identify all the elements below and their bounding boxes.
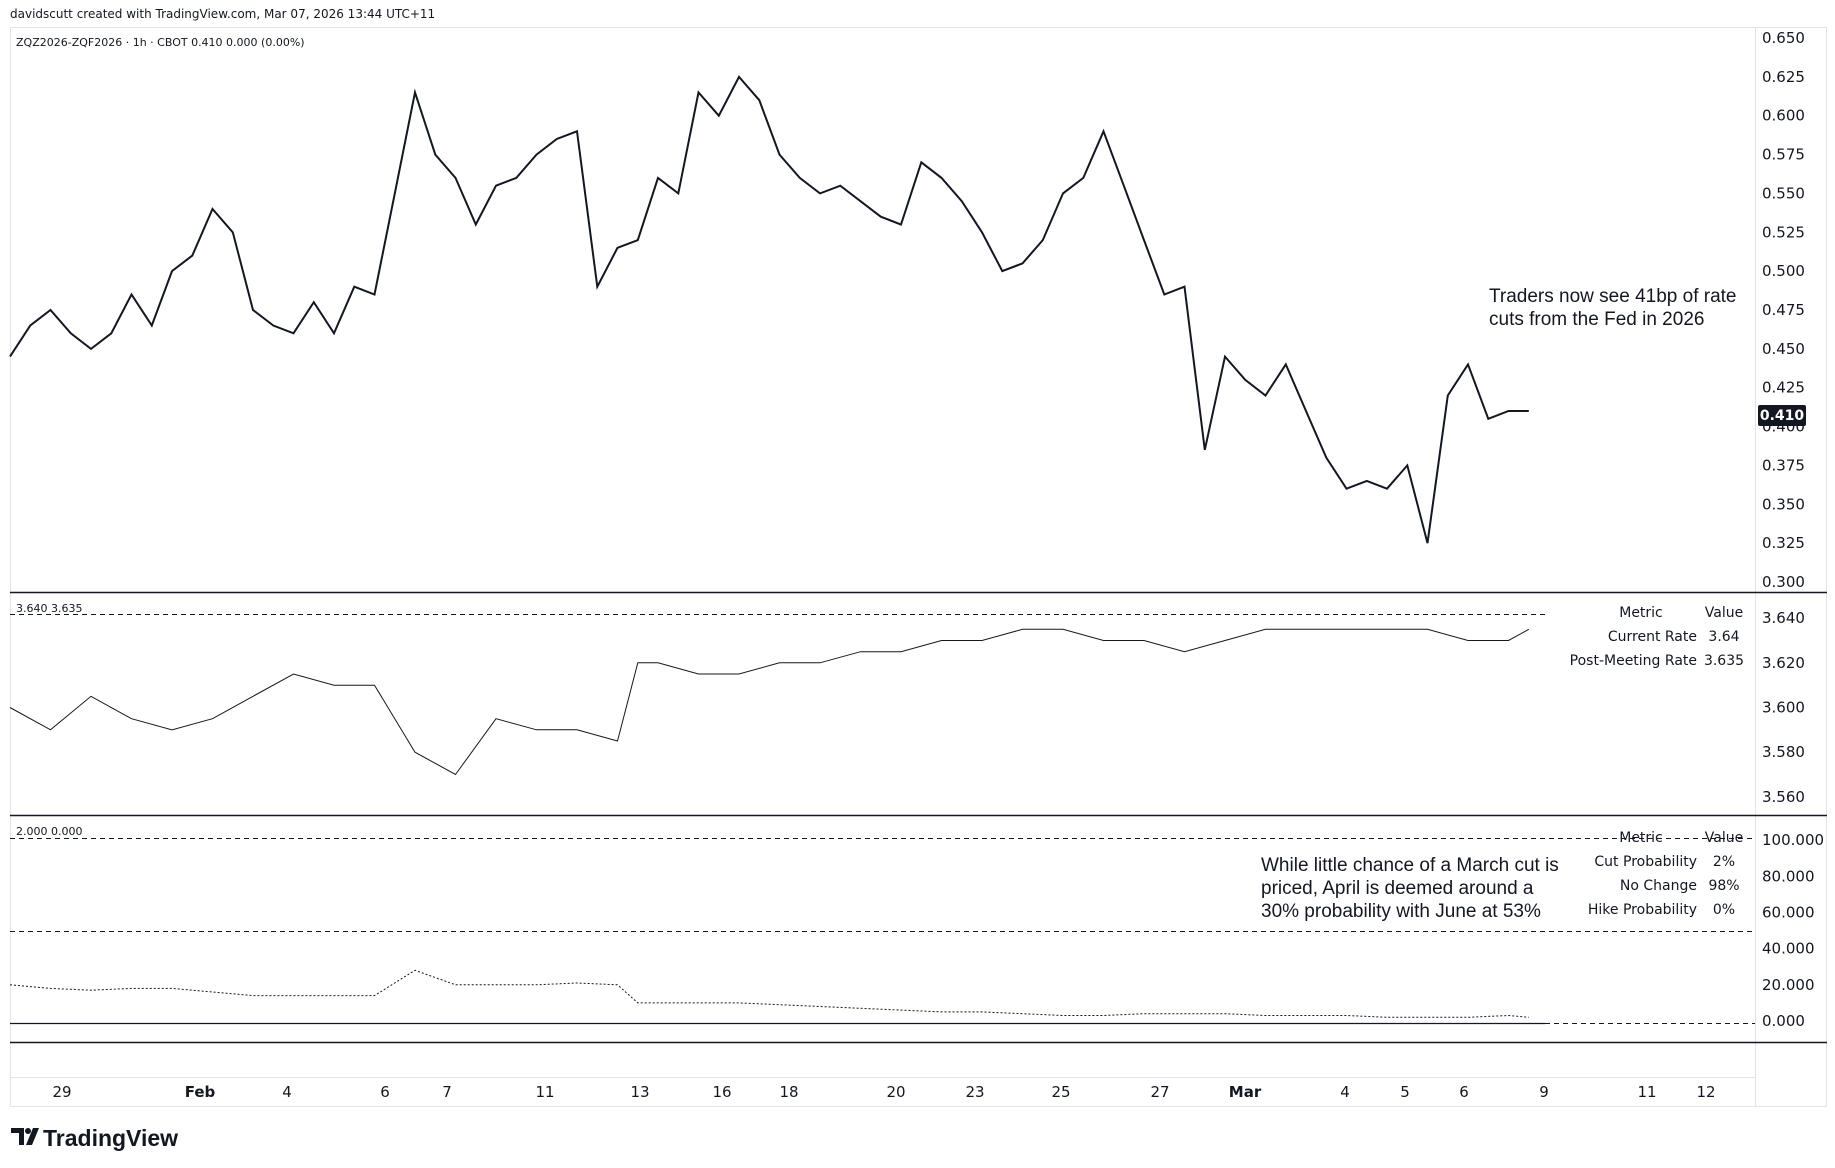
legend2-row2-label: Post-Meeting Rate xyxy=(1570,653,1697,669)
time-tick-label: 7 xyxy=(442,1083,452,1101)
time-tick-label: 12 xyxy=(1696,1083,1715,1101)
time-tick-label: 13 xyxy=(630,1083,649,1101)
legend3-row1-value: 2% xyxy=(1713,854,1735,870)
main-pane[interactable]: 0.650 0.625 0.600 0.575 0.550 0.525 0.500 0.475… xyxy=(9,29,1806,591)
time-tick-label: 11 xyxy=(1637,1083,1656,1101)
time-tick-label: 23 xyxy=(965,1083,984,1101)
time-tick-label: Feb xyxy=(185,1083,216,1101)
annotation-bottom-line1: While little chance of a March cut is xyxy=(1261,855,1559,876)
rate-pane[interactable]: 3.640 3.635 3.640 3.620 3.600 3.580 3.560 Me… xyxy=(9,602,1805,806)
price-tick-label: 0.500 xyxy=(1762,262,1805,280)
price-tick-label: 0.325 xyxy=(1762,534,1805,552)
time-tick-label: 29 xyxy=(52,1083,71,1101)
price-tick-label: 0.375 xyxy=(1762,456,1805,474)
price-tick-label: 0.625 xyxy=(1762,68,1805,86)
pane2-header: 3.640 3.635 xyxy=(16,602,82,615)
rate-legend-table: Metric Value Current Rate 3.64 Post-Meet… xyxy=(1570,605,1744,669)
probability-pane[interactable]: 2.000 0.000 100.000 80.000 60.000 40.000 20.… xyxy=(9,825,1824,1030)
price-tick-label: 0.475 xyxy=(1762,301,1805,319)
time-tick-label: 9 xyxy=(1539,1083,1549,1101)
legend2-row1-value: 3.64 xyxy=(1708,629,1739,645)
credit-line: davidscutt created with TradingView.com,… xyxy=(10,7,435,21)
rate-tick-label: 3.620 xyxy=(1762,654,1805,672)
rate-tick-label: 3.600 xyxy=(1762,699,1805,717)
probability-tick-label: 40.000 xyxy=(1762,940,1815,958)
last-price-tag xyxy=(1758,405,1806,426)
time-tick-label: 11 xyxy=(535,1083,554,1101)
legend3-value-header: Value xyxy=(1705,830,1743,846)
pane3-header: 2.000 0.000 xyxy=(16,825,82,838)
legend3-row2-value: 98% xyxy=(1708,878,1739,894)
annotation-top-line1: Traders now see 41bp of rate xyxy=(1489,286,1737,307)
tradingview-logo-icon xyxy=(11,1128,39,1145)
time-tick-label: 18 xyxy=(779,1083,798,1101)
symbol-legend[interactable]: ZQZ2026-ZQF2026 · 1h · CBOT 0.410 0.000 … xyxy=(16,36,305,49)
time-tick-label: 16 xyxy=(712,1083,731,1101)
time-tick-label: 5 xyxy=(1400,1083,1410,1101)
probability-legend-table: Metric Value Cut Probability 2% No Chang… xyxy=(1588,830,1743,918)
annotation-bottom-line2: priced, April is deemed around a xyxy=(1261,878,1534,899)
time-tick-label: 4 xyxy=(282,1083,292,1101)
price-scale-ticks[interactable]: 0.650 0.625 0.600 0.575 0.550 0.525 0.500 0.475… xyxy=(1762,29,1805,591)
legend2-value-header: Value xyxy=(1705,605,1743,621)
time-tick-label: Mar xyxy=(1229,1083,1262,1101)
legend3-row3-value: 0% xyxy=(1713,902,1735,918)
probability-tick-label: 100.000 xyxy=(1762,831,1824,849)
price-tick-label: 0.600 xyxy=(1762,107,1805,125)
price-tick-label: 0.575 xyxy=(1762,146,1805,164)
rate-tick-label: 3.560 xyxy=(1762,788,1805,806)
legend3-row3-label: Hike Probability xyxy=(1588,902,1697,918)
post-meeting-rate-line xyxy=(9,628,1530,776)
annotation-bottom-line3: 30% probability with June at 53% xyxy=(1261,901,1541,922)
spread-price-line xyxy=(9,75,1529,544)
price-tick-label: 0.550 xyxy=(1762,184,1805,202)
legend2-row1-label: Current Rate xyxy=(1608,629,1697,645)
cut-probability-line xyxy=(9,969,1529,1018)
time-tick-label: 4 xyxy=(1340,1083,1350,1101)
rate-tick-label: 3.640 xyxy=(1762,609,1805,627)
price-tick-label: 0.450 xyxy=(1762,340,1805,358)
probability-tick-label: 80.000 xyxy=(1762,867,1815,885)
rate-scale-ticks[interactable]: 3.640 3.620 3.600 3.580 3.560 xyxy=(1762,609,1805,806)
legend2-row2-value: 3.635 xyxy=(1704,653,1744,669)
time-tick-label: 6 xyxy=(1459,1083,1469,1101)
legend3-row2-label: No Change xyxy=(1620,878,1697,894)
last-price-label: 0.410 xyxy=(1760,408,1805,424)
time-scale[interactable]: 29 Feb 4 6 7 11 13 16 18 20 23 25 27 Mar 4 5 6 9 11 12 xyxy=(52,1083,1715,1101)
time-tick-label: 6 xyxy=(380,1083,390,1101)
rate-tick-label: 3.580 xyxy=(1762,743,1805,761)
legend2-metric-header: Metric xyxy=(1619,605,1663,621)
probability-scale-ticks[interactable]: 100.000 80.000 60.000 40.000 20.000 0.000 xyxy=(1762,831,1824,1030)
probability-tick-label: 0.000 xyxy=(1762,1012,1805,1030)
chart-frame xyxy=(10,27,1827,1107)
time-tick-label: 20 xyxy=(886,1083,905,1101)
price-tick-label: 0.350 xyxy=(1762,495,1805,513)
legend3-metric-header: Metric xyxy=(1619,830,1663,846)
time-tick-label: 25 xyxy=(1051,1083,1070,1101)
price-tick-label: 0.425 xyxy=(1762,379,1805,397)
probability-tick-label: 60.000 xyxy=(1762,903,1815,921)
probability-tick-label: 20.000 xyxy=(1762,976,1815,994)
price-tick-label: 0.650 xyxy=(1762,29,1805,47)
legend3-row1-label: Cut Probability xyxy=(1594,854,1697,870)
price-tick-label: 0.525 xyxy=(1762,223,1805,241)
price-tick-label: 0.300 xyxy=(1762,573,1805,591)
time-tick-label: 27 xyxy=(1150,1083,1169,1101)
annotation-top-line2: cuts from the Fed in 2026 xyxy=(1489,309,1704,330)
brand-name: TradingView xyxy=(43,1125,178,1151)
